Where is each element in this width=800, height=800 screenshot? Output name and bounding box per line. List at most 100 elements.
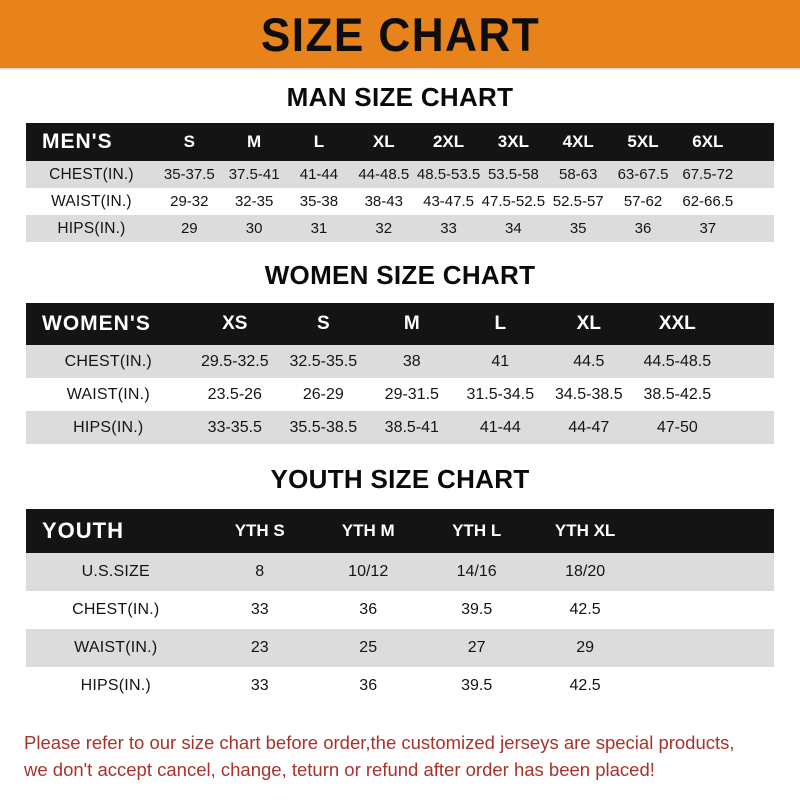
women-corner-label: WOMEN'S <box>42 312 151 335</box>
men-cell: 43-47.5 <box>423 193 474 210</box>
women-cell: 44.5 <box>573 352 605 370</box>
youth-row-label: CHEST(IN.) <box>72 601 160 618</box>
youth-cell: 36 <box>359 601 378 618</box>
table-wrapper-women: WOMEN'S XS S M L XL XXL CHEST(IN.) 29.5-32.5 32… <box>26 303 774 444</box>
table-row: HIPS(IN.) 29 30 31 32 33 34 35 36 37 <box>26 215 774 242</box>
footer-line-2: we don't accept cancel, change, teturn o… <box>24 759 655 781</box>
men-row-label: HIPS(IN.) <box>57 219 126 237</box>
youth-cell: 8 <box>255 563 265 580</box>
youth-cell: 42.5 <box>569 677 601 694</box>
youth-cell-spacer <box>639 629 774 667</box>
women-cell: 23.5-26 <box>207 385 262 403</box>
youth-row-label: HIPS(IN.) <box>80 677 151 694</box>
women-cell: 26-29 <box>302 385 344 403</box>
women-cell: 38 <box>402 352 421 370</box>
men-cell: 62-66.5 <box>682 193 734 210</box>
men-cell: 47.5-52.5 <box>481 193 546 210</box>
men-cell: 58-63 <box>559 166 598 183</box>
women-row-label: HIPS(IN.) <box>73 418 144 436</box>
youth-cell: 36 <box>359 677 378 694</box>
men-cell: 41-44 <box>299 166 339 183</box>
men-row-label: CHEST(IN.) <box>49 165 134 183</box>
men-cell: 30 <box>245 220 263 237</box>
men-cell: 44-48.5 <box>358 166 410 183</box>
section-title-youth: YOUTH SIZE CHART <box>270 464 530 494</box>
men-column-header: M <box>247 132 262 151</box>
women-cell: 38.5-42.5 <box>643 385 712 403</box>
youth-cell: 27 <box>467 639 486 656</box>
men-column-header: 2XL <box>432 132 465 151</box>
men-cell-spacer <box>740 188 774 215</box>
women-cell: 41 <box>491 352 510 370</box>
table-row: U.S.SIZE 8 10/12 14/16 18/20 <box>26 553 774 591</box>
women-column-header: XXL <box>658 313 696 334</box>
men-header-row: MEN'S S M L XL 2XL 3XL 4XL 5XL 6XL <box>26 123 774 161</box>
youth-header-spacer <box>639 509 774 553</box>
table-row: HIPS(IN.) 33-35.5 35.5-38.5 38.5-41 41-44 44-… <box>26 411 774 444</box>
table-wrapper-youth: YOUTH YTH S YTH M YTH L YTH XL U.S.SIZE 8 10/… <box>26 509 774 705</box>
men-row-label: WAIST(IN.) <box>51 192 132 210</box>
table-row: CHEST(IN.) 33 36 39.5 42.5 <box>26 591 774 629</box>
men-cell: 63-67.5 <box>617 166 669 183</box>
section-title-man: MAN SIZE CHART <box>286 82 514 112</box>
men-column-header: 5XL <box>627 132 659 151</box>
youth-row-label: WAIST(IN.) <box>74 639 158 656</box>
men-cell: 57-62 <box>623 193 663 210</box>
table-row: CHEST(IN.) 35-37.5 37.5-41 41-44 44-48.5 48.5… <box>26 161 774 188</box>
men-cell: 35 <box>569 220 587 237</box>
table-row: WAIST(IN.) 23 25 27 29 <box>26 629 774 667</box>
women-header-spacer <box>721 303 774 345</box>
men-cell: 52.5-57 <box>552 193 604 210</box>
youth-cell: 39.5 <box>461 601 493 618</box>
men-cell: 29-32 <box>170 193 209 210</box>
women-cell: 33-35.5 <box>207 418 262 436</box>
youth-cell: 33 <box>250 677 269 694</box>
youth-cell: 10/12 <box>348 563 389 580</box>
youth-cell-spacer <box>639 553 774 591</box>
women-size-table: WOMEN'S XS S M L XL XXL CHEST(IN.) 29.5-32.5 32… <box>26 303 774 444</box>
women-cell-spacer <box>722 411 774 444</box>
footer-line-1: Please refer to our size chart before or… <box>24 731 735 753</box>
men-cell: 35-38 <box>299 193 339 210</box>
women-cell: 32.5-35.5 <box>289 352 358 370</box>
youth-column-header: YTH L <box>452 521 502 540</box>
men-column-header: 4XL <box>562 132 594 151</box>
women-row-label: WAIST(IN.) <box>66 385 150 403</box>
women-table-head: WOMEN'S XS S M L XL XXL <box>26 303 774 345</box>
men-cell: 33 <box>440 220 457 237</box>
men-cell: 37.5-41 <box>228 166 280 183</box>
men-column-header: S <box>183 132 195 151</box>
youth-corner-label: YOUTH <box>42 518 124 543</box>
table-row: HIPS(IN.) 33 36 39.5 42.5 <box>26 667 774 705</box>
youth-table-head: YOUTH YTH S YTH M YTH L YTH XL <box>26 509 774 553</box>
women-column-header: XL <box>576 313 601 334</box>
section-man-size-chart: MAN SIZE CHART MEN'S S M L XL 2XL 3XL 4XL 5XL 6X… <box>0 68 800 242</box>
men-cell: 29 <box>180 220 198 237</box>
men-cell-spacer <box>740 161 774 188</box>
page-title: SIZE CHART <box>260 7 540 61</box>
table-wrapper-man: MEN'S S M L XL 2XL 3XL 4XL 5XL 6XL CHEST(IN.) 35-… <box>26 123 774 242</box>
section-youth-size-chart: YOUTH SIZE CHART YOUTH YTH S YTH M YTH L YT… <box>0 444 800 705</box>
youth-table-body: U.S.SIZE 8 10/12 14/16 18/20 CHEST(IN.) 33 36 39… <box>26 553 774 705</box>
youth-column-header: YTH XL <box>554 521 616 540</box>
youth-cell: 14/16 <box>456 563 497 580</box>
youth-cell: 25 <box>359 639 378 656</box>
men-header-spacer <box>740 123 774 161</box>
youth-column-header: YTH S <box>234 521 285 540</box>
table-row: WAIST(IN.) 29-32 32-35 35-38 38-43 43-47.5 47.… <box>26 188 774 215</box>
women-cell-spacer <box>722 378 774 411</box>
men-cell: 36 <box>634 220 652 237</box>
men-cell: 48.5-53.5 <box>416 166 481 183</box>
men-cell: 38-43 <box>364 193 403 210</box>
men-cell: 31 <box>310 220 328 237</box>
men-column-header: XL <box>372 132 395 151</box>
men-cell: 34 <box>505 220 522 237</box>
men-cell-spacer <box>740 215 774 242</box>
youth-cell: 18/20 <box>565 563 606 580</box>
women-cell: 47-50 <box>656 418 698 436</box>
men-column-header: 3XL <box>497 132 529 151</box>
youth-size-table: YOUTH YTH S YTH M YTH L YTH XL U.S.SIZE 8 10/… <box>26 509 774 705</box>
youth-cell: 42.5 <box>569 601 601 618</box>
women-cell-spacer <box>722 345 774 378</box>
men-table-head: MEN'S S M L XL 2XL 3XL 4XL 5XL 6XL <box>26 123 774 161</box>
